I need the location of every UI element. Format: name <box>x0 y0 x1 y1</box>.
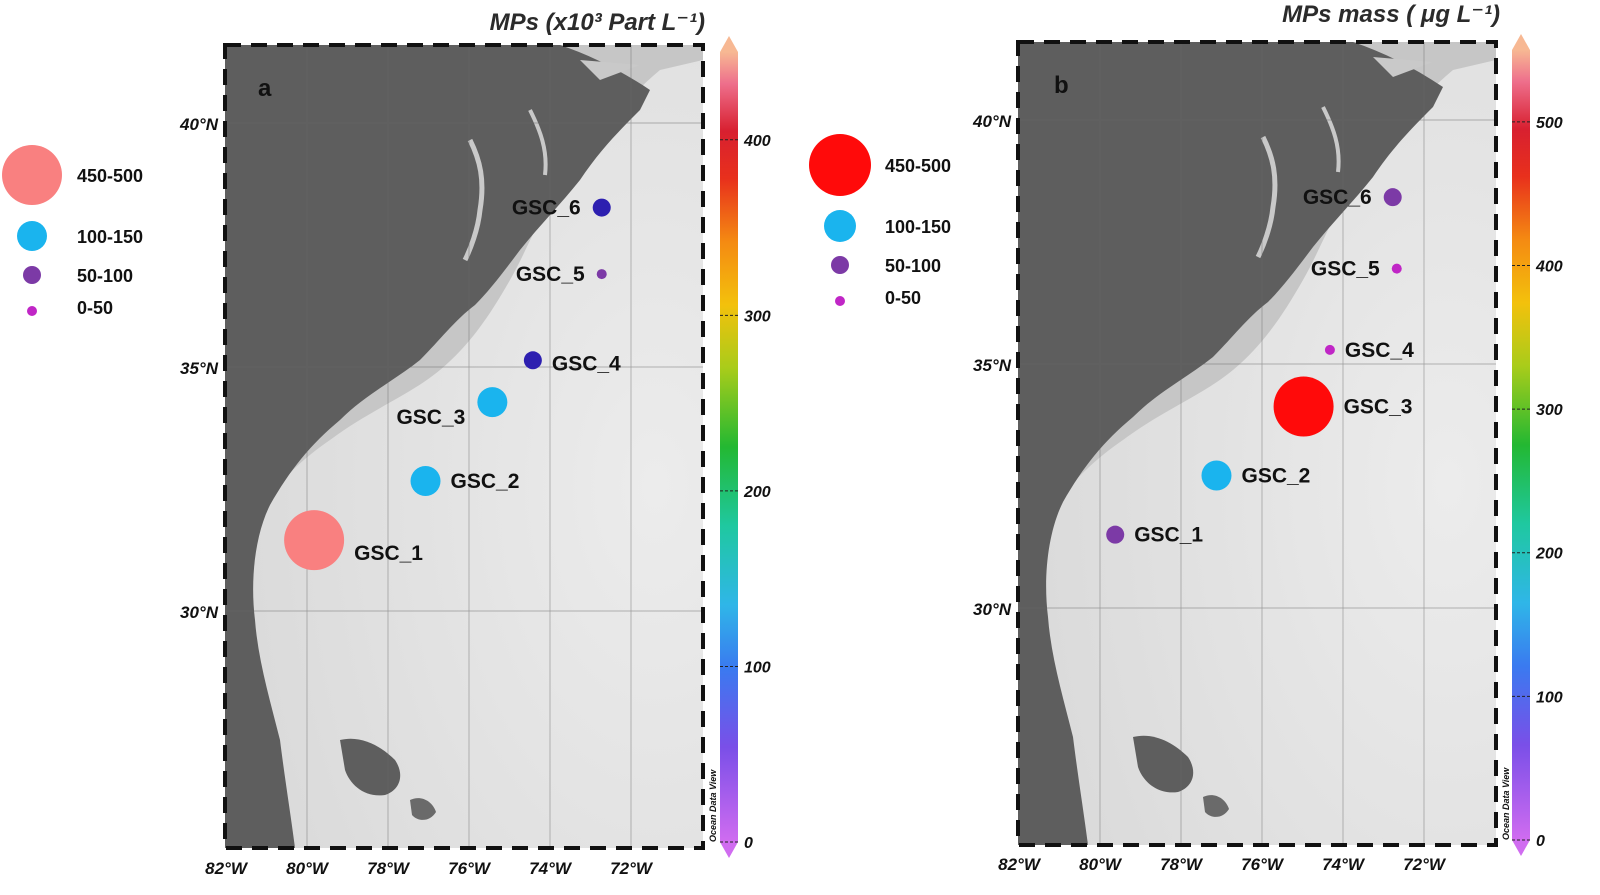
lat-label: 35°N <box>973 356 1012 375</box>
lon-label: 74°W <box>1322 855 1366 874</box>
legend-label: 50-100 <box>77 266 133 286</box>
station-marker-gsc_2 <box>410 465 441 496</box>
station-label-gsc_3: GSC_3 <box>396 406 465 429</box>
lon-label: 72°W <box>610 859 654 878</box>
map-panel-b: GSC_1 GSC_2 GSC_3 GSC_4 GSC_5 GSC_6 <box>1016 40 1498 847</box>
colorbar-tick-label: 200 <box>743 484 771 501</box>
lat-label: 40°N <box>179 115 219 134</box>
lon-label: 80°W <box>1079 855 1123 874</box>
legend-label: 50-100 <box>885 256 941 276</box>
station-marker-gsc_4 <box>1324 344 1335 355</box>
legend-marker <box>809 134 871 196</box>
colorbar-tick-label: 300 <box>744 308 771 325</box>
legend-label: 0-50 <box>885 288 921 308</box>
station-label-gsc_1: GSC_1 <box>1134 524 1203 547</box>
lon-label: 82°W <box>998 855 1042 874</box>
legend-label: 450-500 <box>77 166 143 186</box>
station-label-gsc_6: GSC_6 <box>1303 186 1372 209</box>
legend-label: 450-500 <box>885 156 951 176</box>
colorbar-tick-label: 100 <box>744 659 771 676</box>
station-marker-gsc_3 <box>477 387 508 418</box>
legend-marker <box>835 296 845 306</box>
lon-label: 78°W <box>367 859 411 878</box>
station-label-gsc_4: GSC_4 <box>552 352 621 375</box>
station-label-gsc_6: GSC_6 <box>512 197 581 220</box>
station-marker-gsc_6 <box>1383 188 1402 207</box>
lon-label: 80°W <box>286 859 330 878</box>
station-marker-gsc_2 <box>1201 460 1232 491</box>
station-label-gsc_5: GSC_5 <box>1311 258 1380 281</box>
station-marker-gsc_1 <box>1106 525 1125 544</box>
station-marker-gsc_3 <box>1273 376 1334 437</box>
legend-label: 100-150 <box>77 227 143 247</box>
station-label-gsc_4: GSC_4 <box>1345 339 1414 362</box>
colorbar-tick-label: 400 <box>1535 258 1563 275</box>
lon-label: 74°W <box>529 859 573 878</box>
panel-letter-a: a <box>258 75 272 102</box>
colorbar-tick-label: 500 <box>1536 115 1563 132</box>
station-marker-gsc_1 <box>284 510 345 571</box>
lon-label: 78°W <box>1160 855 1204 874</box>
legend-marker <box>27 306 37 316</box>
legend-marker <box>2 145 62 205</box>
station-marker-gsc_6 <box>592 198 611 217</box>
station-label-gsc_1: GSC_1 <box>354 542 423 565</box>
station-marker-gsc_5 <box>1391 263 1402 274</box>
lon-label: 72°W <box>1403 855 1447 874</box>
watermark-a: Ocean Data View <box>708 769 718 842</box>
colorbar-b: Ocean Data View <box>1501 34 1530 856</box>
legend-label: 100-150 <box>885 217 951 237</box>
station-label-gsc_2: GSC_2 <box>451 470 520 493</box>
station-label-gsc_5: GSC_5 <box>516 263 585 286</box>
legend-marker <box>23 266 41 284</box>
map-panel-a: GSC_1 GSC_2 GSC_3 GSC_4 GSC_5 GSC_6 <box>223 43 705 850</box>
watermark-b: Ocean Data View <box>1501 767 1511 840</box>
lon-label: 82°W <box>205 859 249 878</box>
title-a: MPs (x10³ Part L⁻¹) <box>490 9 705 36</box>
legend-b: 450-500 100-150 50-100 0-50 <box>809 134 951 308</box>
panel-letter-b: b <box>1054 72 1069 99</box>
legend-marker <box>824 210 856 242</box>
lon-label: 76°W <box>1241 855 1285 874</box>
lon-label: 76°W <box>448 859 492 878</box>
colorbar-tick-label: 100 <box>1536 689 1563 706</box>
legend-a: 450-500 100-150 50-100 0-50 <box>2 145 143 318</box>
legend-marker <box>17 221 47 251</box>
colorbar-tick-label: 0 <box>744 835 753 852</box>
lat-label: 30°N <box>180 603 219 622</box>
colorbar-tick-label: 300 <box>1536 402 1563 419</box>
title-b: MPs mass ( μg L⁻¹) <box>1282 1 1500 28</box>
legend-label: 0-50 <box>77 298 113 318</box>
lat-label: 40°N <box>972 112 1012 131</box>
lat-label: 30°N <box>973 600 1012 619</box>
lat-label: 35°N <box>180 359 219 378</box>
legend-marker <box>831 256 849 274</box>
station-label-gsc_3: GSC_3 <box>1344 396 1413 419</box>
colorbar-tick-label: 200 <box>1535 546 1563 563</box>
station-marker-gsc_5 <box>596 269 607 280</box>
colorbar-a: Ocean Data View <box>708 36 738 858</box>
station-label-gsc_2: GSC_2 <box>1241 465 1310 488</box>
colorbar-tick-label: 400 <box>743 133 771 150</box>
colorbar-tick-label: 0 <box>1536 833 1545 850</box>
station-marker-gsc_4 <box>523 351 542 370</box>
